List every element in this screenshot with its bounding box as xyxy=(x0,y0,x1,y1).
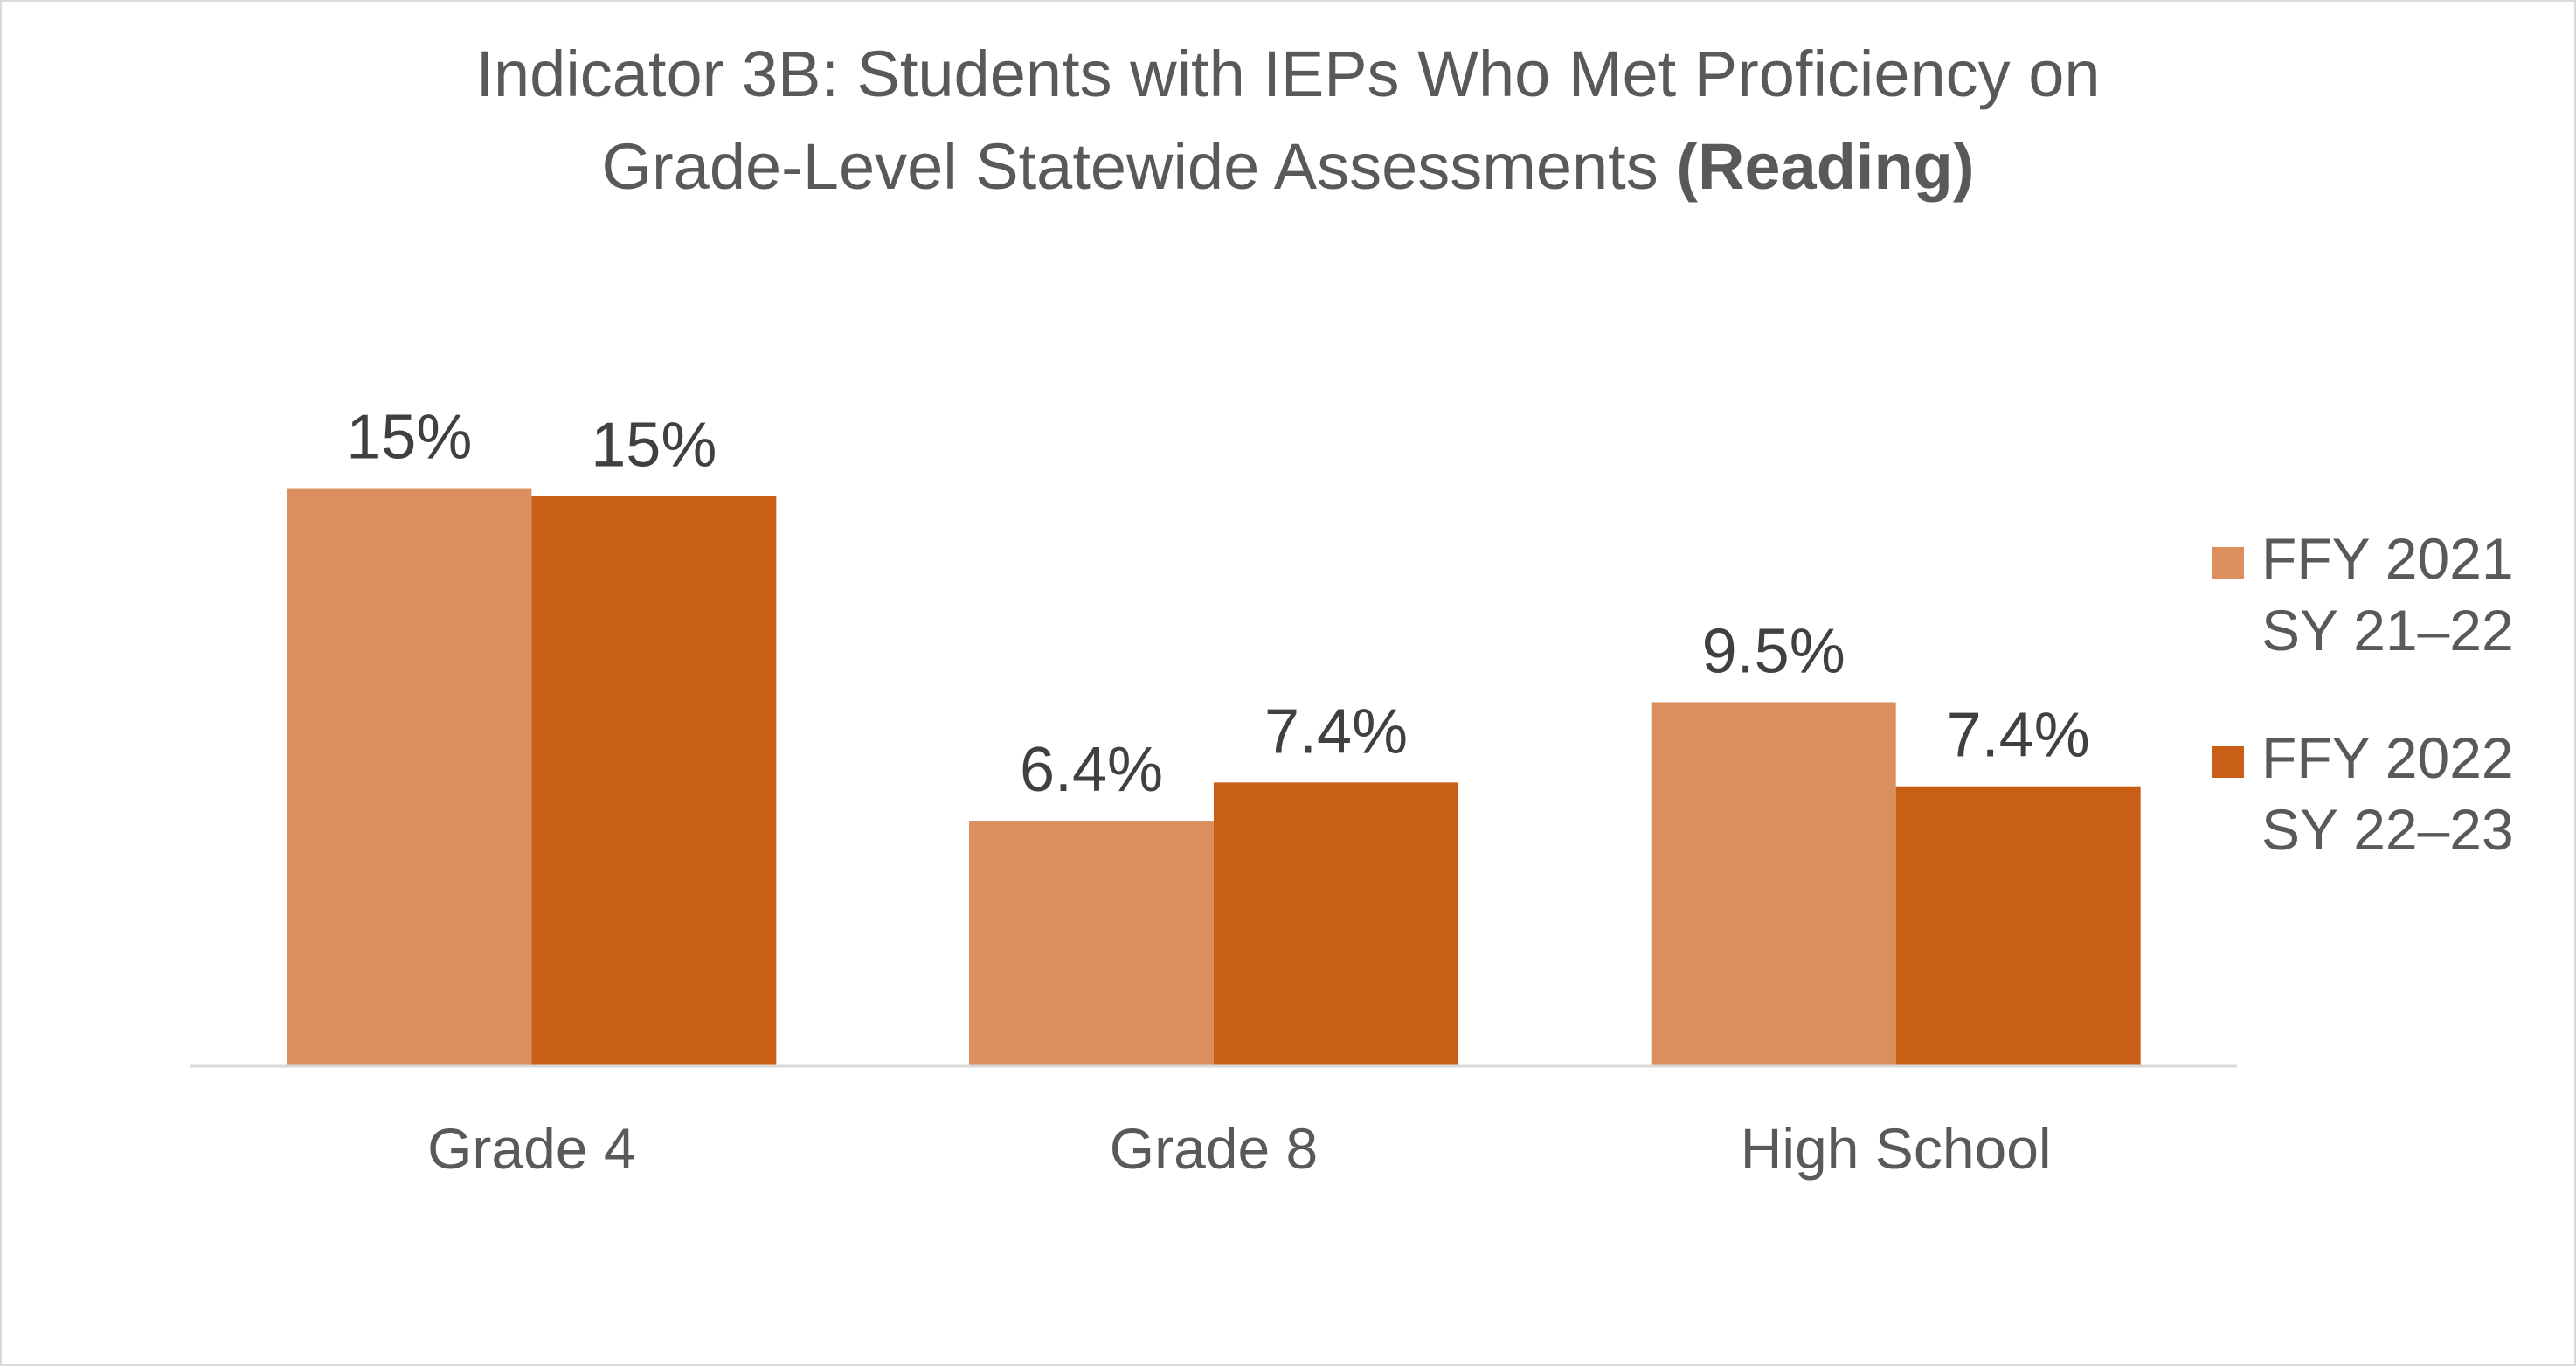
legend-label-series2: FFY 2022 SY 22–23 xyxy=(2261,722,2514,865)
chart-title-line1: Indicator 3B: Students with IEPs Who Met… xyxy=(475,38,2101,110)
chart-title: Indicator 3B: Students with IEPs Who Met… xyxy=(0,28,2576,213)
x-tick-label-high-school: High School xyxy=(1741,1116,2052,1181)
bar-grade-8-series1 xyxy=(969,821,1214,1065)
data-label-grade-4-series1: 15% xyxy=(346,403,472,473)
data-label-grade-4-series2: 15% xyxy=(591,410,717,480)
data-label-grade-8-series1: 6.4% xyxy=(1020,735,1163,805)
x-tick-label-grade-4: Grade 4 xyxy=(427,1116,635,1181)
chart-title-line2-bold: (Reading) xyxy=(1676,130,1975,203)
bar-grade-4-series1 xyxy=(287,488,532,1065)
x-tick-label-grade-8: Grade 8 xyxy=(1110,1116,1318,1181)
bar-high-school-series2 xyxy=(1895,786,2141,1065)
legend-swatch-series2 xyxy=(2212,746,2244,778)
bar-high-school-series1 xyxy=(1651,702,1896,1065)
legend-label-series1-line2: SY 21–22 xyxy=(2261,598,2514,662)
bar-grade-4-series2 xyxy=(531,496,777,1065)
chart-title-line2: Grade-Level Statewide Assessments (Readi… xyxy=(0,121,2576,213)
data-label-high-school-series1: 9.5% xyxy=(1702,617,1845,687)
legend-label-series1: FFY 2021 SY 21–22 xyxy=(2261,523,2514,666)
legend-label-series2-line1: FFY 2022 xyxy=(2261,725,2514,790)
legend-swatch-series1 xyxy=(2212,547,2244,579)
data-label-grade-8-series2: 7.4% xyxy=(1264,697,1408,766)
chart-title-line2-regular: Grade-Level Statewide Assessments xyxy=(601,130,1677,203)
legend-label-series2-line2: SY 22–23 xyxy=(2261,797,2514,862)
legend-label-series1-line1: FFY 2021 xyxy=(2261,526,2514,591)
data-label-high-school-series2: 7.4% xyxy=(1947,701,2090,771)
bar-grade-8-series2 xyxy=(1214,782,1458,1065)
